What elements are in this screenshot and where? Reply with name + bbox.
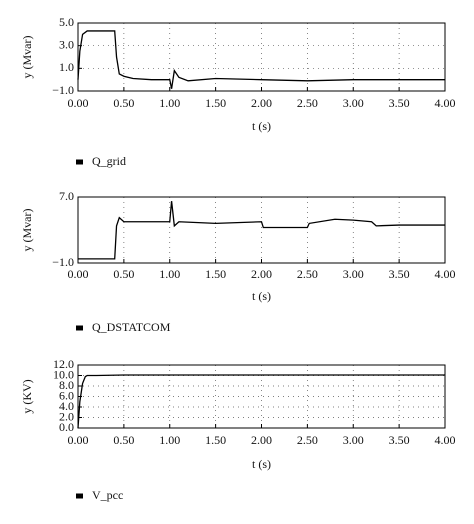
x-tick-label: 2.00 — [251, 267, 272, 281]
y-tick-label: 5.0 — [59, 15, 74, 29]
y-axis-label: y (KV) — [20, 379, 34, 413]
x-tick-label: 4.00 — [435, 96, 456, 110]
plot-frame — [77, 196, 446, 264]
y-tick-label: −1.0 — [52, 83, 74, 97]
legend-marker — [76, 325, 83, 331]
x-tick-label: 4.00 — [435, 267, 456, 281]
x-tick-label: 3.50 — [389, 96, 410, 110]
legend-label: Q_grid — [92, 154, 126, 168]
x-tick-label: 1.00 — [159, 96, 180, 110]
legend-marker — [76, 493, 83, 499]
legend-marker — [76, 159, 83, 165]
y-tick-label: 10.0 — [53, 367, 74, 381]
y-tick-label: 3.0 — [59, 37, 74, 51]
x-tick-label: 1.50 — [205, 433, 226, 447]
x-tick-label: 3.50 — [389, 433, 410, 447]
x-axis-label: t (s) — [252, 289, 271, 303]
plot-frame — [77, 22, 446, 92]
x-tick-label: 0.50 — [113, 433, 134, 447]
x-tick-label: 0.00 — [68, 267, 89, 281]
x-tick-label: 1.00 — [159, 433, 180, 447]
y-tick-label: 2.0 — [59, 409, 74, 423]
x-tick-label: 3.00 — [343, 433, 364, 447]
plot-frame — [77, 364, 446, 429]
x-tick-label: 0.00 — [68, 96, 89, 110]
y-tick-label: 6.0 — [59, 388, 74, 402]
x-tick-label: 3.00 — [343, 267, 364, 281]
y-tick-label: 4.0 — [59, 399, 74, 413]
y-tick-label: −1.0 — [52, 255, 74, 269]
x-tick-label: 2.50 — [297, 267, 318, 281]
x-tick-label: 1.50 — [205, 267, 226, 281]
x-tick-label: 3.00 — [343, 96, 364, 110]
x-tick-label: 0.00 — [68, 433, 89, 447]
x-tick-label: 2.00 — [251, 433, 272, 447]
x-tick-label: 1.50 — [205, 96, 226, 110]
x-tick-label: 0.50 — [113, 96, 134, 110]
y-axis-label: y (Mvar) — [20, 36, 34, 79]
x-tick-label: 2.00 — [251, 96, 272, 110]
series-line — [77, 30, 445, 89]
x-axis-label: t (s) — [252, 119, 271, 133]
y-axis-label: y (Mvar) — [20, 209, 34, 252]
x-tick-label: 1.00 — [159, 267, 180, 281]
y-tick-label: 0.0 — [59, 420, 74, 434]
x-tick-label: 2.50 — [297, 96, 318, 110]
legend-label: V_pcc — [92, 488, 123, 502]
y-tick-label: 1.0 — [59, 60, 74, 74]
legend-label: Q_DSTATCOM — [92, 320, 171, 334]
x-tick-label: 0.50 — [113, 267, 134, 281]
x-axis-label: t (s) — [252, 457, 271, 471]
series-line — [77, 374, 445, 429]
series-line — [78, 201, 445, 260]
x-tick-label: 2.50 — [297, 433, 318, 447]
y-tick-label: 12.0 — [53, 357, 74, 371]
y-tick-label: 8.0 — [59, 378, 74, 392]
y-tick-label: 7.0 — [59, 189, 74, 203]
x-tick-label: 3.50 — [389, 267, 410, 281]
x-tick-label: 4.00 — [435, 433, 456, 447]
